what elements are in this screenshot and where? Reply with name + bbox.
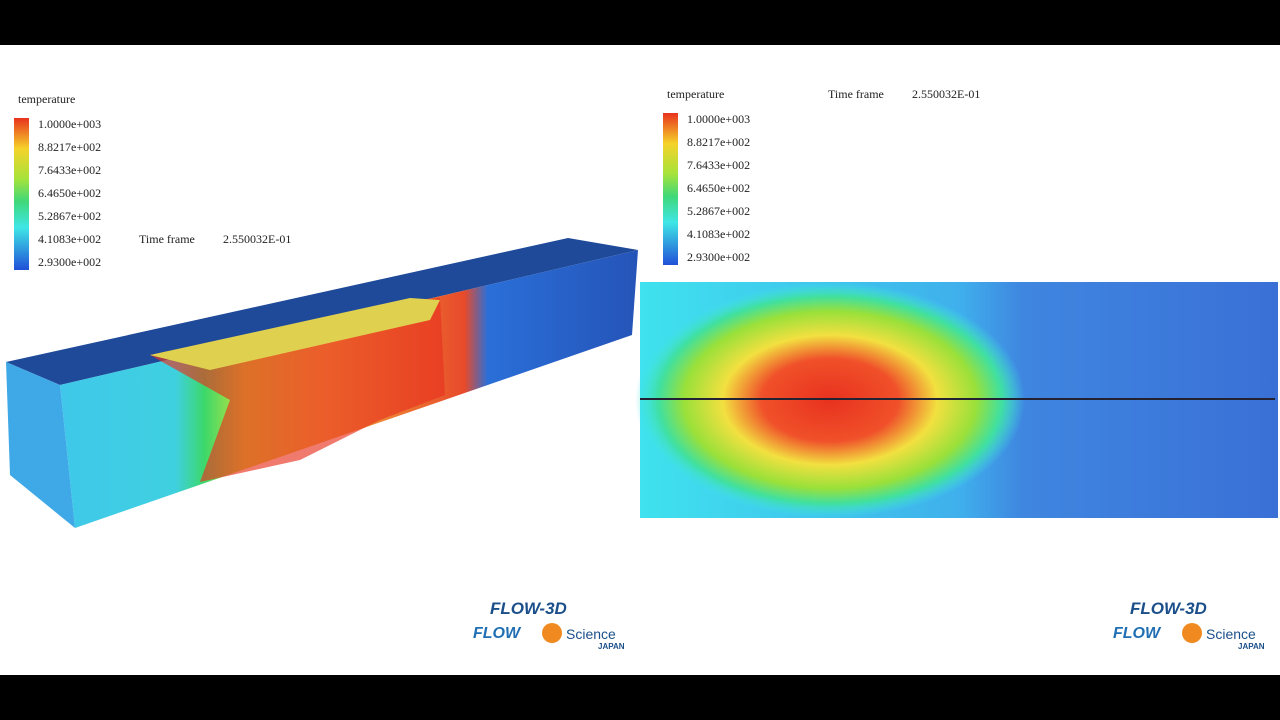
logo-company: FLOW	[1113, 625, 1162, 642]
logo-suffix: Science	[1206, 626, 1256, 642]
legend-label: 7.6433e+002	[687, 158, 750, 172]
color-bar	[663, 113, 678, 265]
legend-label: 8.8217e+002	[38, 140, 101, 154]
legend-label: 6.4650e+002	[687, 181, 750, 195]
bar-end	[6, 362, 75, 528]
logo-product: FLOW-3D	[490, 599, 567, 618]
legend-label: 7.6433e+002	[38, 163, 101, 177]
legend-title: temperature	[667, 87, 724, 101]
legend-label: 5.2867e+002	[687, 204, 750, 218]
legend-label: 4.1083e+002	[38, 232, 101, 246]
legend-label: 6.4650e+002	[38, 186, 101, 200]
time-frame-value: 2.550032E-01	[223, 232, 291, 246]
legend-label: 2.9300e+002	[38, 255, 101, 269]
legend-label: 5.2867e+002	[38, 209, 101, 223]
melt-surface	[150, 298, 440, 370]
logo-icon	[542, 623, 562, 643]
logo-region: JAPAN	[1238, 642, 1265, 651]
time-frame-label: Time frame	[139, 232, 195, 246]
logo-suffix: Science	[566, 626, 616, 642]
overlay: temperature 1.0000e+003 8.8217e+002 7.6433e…	[14, 87, 1265, 651]
logo-icon	[1182, 623, 1202, 643]
legend-label: 8.8217e+002	[687, 135, 750, 149]
legend-title: temperature	[18, 92, 75, 106]
legend-label: 4.1083e+002	[687, 227, 750, 241]
legend-label: 2.9300e+002	[687, 250, 750, 264]
time-frame-value: 2.550032E-01	[912, 87, 980, 101]
logo-region: JAPAN	[598, 642, 625, 651]
legend-label: 1.0000e+003	[38, 117, 101, 131]
time-frame-label: Time frame	[828, 87, 884, 101]
color-bar	[14, 118, 29, 270]
logo-product: FLOW-3D	[1130, 599, 1207, 618]
legend-label: 1.0000e+003	[687, 112, 750, 126]
logo-company: FLOW	[473, 625, 522, 642]
bar-top	[6, 238, 638, 385]
